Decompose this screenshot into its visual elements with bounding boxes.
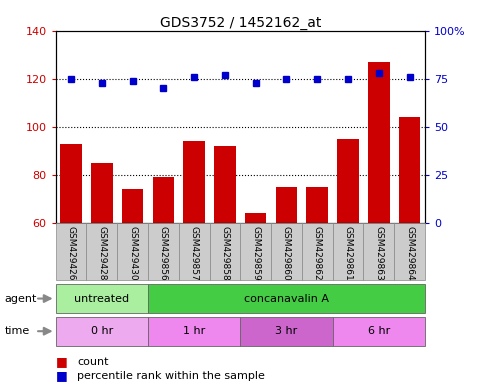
Text: agent: agent bbox=[5, 293, 37, 304]
Bar bbox=[56, 317, 148, 346]
Bar bbox=[91, 163, 113, 223]
Bar bbox=[122, 189, 143, 223]
Bar bbox=[240, 223, 271, 280]
Title: GDS3752 / 1452162_at: GDS3752 / 1452162_at bbox=[159, 16, 321, 30]
Text: ■: ■ bbox=[56, 355, 67, 368]
Bar bbox=[210, 223, 240, 280]
Text: GSM429426: GSM429426 bbox=[67, 225, 75, 280]
Text: untreated: untreated bbox=[74, 293, 129, 304]
Bar bbox=[56, 284, 148, 313]
Bar bbox=[302, 223, 333, 280]
Text: ■: ■ bbox=[56, 369, 67, 382]
Text: GSM429864: GSM429864 bbox=[405, 225, 414, 280]
Text: GSM429863: GSM429863 bbox=[374, 225, 384, 280]
Bar bbox=[179, 223, 210, 280]
Bar bbox=[184, 141, 205, 223]
Bar bbox=[117, 223, 148, 280]
Text: GSM429859: GSM429859 bbox=[251, 225, 260, 280]
Bar bbox=[368, 62, 390, 223]
Text: GSM429430: GSM429430 bbox=[128, 225, 137, 280]
Bar bbox=[214, 146, 236, 223]
Text: GSM429862: GSM429862 bbox=[313, 225, 322, 280]
Text: time: time bbox=[5, 326, 30, 336]
Bar bbox=[148, 223, 179, 280]
Text: GSM429860: GSM429860 bbox=[282, 225, 291, 280]
Bar bbox=[337, 139, 359, 223]
Text: GSM429428: GSM429428 bbox=[97, 225, 106, 280]
Text: GSM429856: GSM429856 bbox=[159, 225, 168, 280]
Text: GSM429857: GSM429857 bbox=[190, 225, 199, 280]
Bar bbox=[60, 144, 82, 223]
Text: count: count bbox=[77, 357, 109, 367]
Bar bbox=[86, 223, 117, 280]
Bar bbox=[333, 223, 364, 280]
Text: 1 hr: 1 hr bbox=[183, 326, 205, 336]
Bar bbox=[394, 223, 425, 280]
Bar bbox=[153, 177, 174, 223]
Bar bbox=[271, 223, 302, 280]
Text: concanavalin A: concanavalin A bbox=[244, 293, 329, 304]
Text: percentile rank within the sample: percentile rank within the sample bbox=[77, 371, 265, 381]
Bar bbox=[245, 213, 267, 223]
Bar bbox=[241, 317, 333, 346]
Text: 0 hr: 0 hr bbox=[91, 326, 113, 336]
Bar bbox=[56, 223, 86, 280]
Bar bbox=[399, 117, 420, 223]
Text: 3 hr: 3 hr bbox=[275, 326, 298, 336]
Bar bbox=[148, 284, 425, 313]
Text: GSM429861: GSM429861 bbox=[343, 225, 353, 280]
Bar bbox=[276, 187, 297, 223]
Text: GSM429858: GSM429858 bbox=[220, 225, 229, 280]
Bar bbox=[333, 317, 425, 346]
Text: 6 hr: 6 hr bbox=[368, 326, 390, 336]
Bar bbox=[148, 317, 241, 346]
Bar bbox=[364, 223, 394, 280]
Bar bbox=[307, 187, 328, 223]
